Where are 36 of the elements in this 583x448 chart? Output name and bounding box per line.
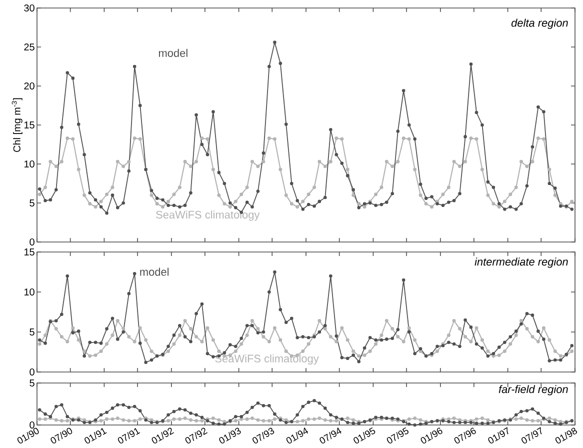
y-tick-label: 5: [30, 200, 34, 206]
x-tick-label: 01/90: [17, 428, 39, 444]
y-tick-label: 25: [24, 43, 34, 51]
y-tick-label: 0: [30, 368, 34, 376]
chart-title: intermediate region: [474, 258, 568, 268]
x-tick-label: 07/95: [386, 427, 408, 444]
y-tick-label: 5: [30, 380, 34, 386]
x-tick-label: 01/91: [84, 428, 107, 444]
y-tick-label: 5: [30, 328, 34, 336]
x-tick-label: 07/96: [454, 428, 476, 444]
x-tick-label: 07/92: [185, 428, 208, 444]
x-tick-label: 01/93: [219, 428, 241, 444]
y-tick-label: 30: [24, 4, 34, 12]
y-tick-label: 15: [24, 248, 34, 256]
x-tick-label: 01/96: [420, 428, 442, 444]
x-tick-label: 01/94: [286, 428, 308, 444]
x-tick-label: 07/93: [252, 428, 274, 444]
y-tick-label: 10: [24, 288, 34, 296]
chart-title: far-field region: [498, 385, 568, 396]
text: model: [158, 48, 188, 57]
legend-label: model: [140, 268, 169, 276]
x-tick-label: 01/95: [354, 427, 376, 444]
y-tick-label: 15: [24, 122, 34, 128]
x-tick-label: 07/94: [320, 428, 342, 444]
y-tick-label: 0: [30, 238, 34, 246]
text: delta region: [511, 18, 568, 29]
series-label: SeaWiFS climatology: [156, 210, 260, 221]
y-axis-title: Chl [mg m$^{-3}$]: [12, 98, 22, 152]
x-tick-label: 01/92: [152, 428, 174, 444]
y-tick-label: 0: [30, 421, 34, 429]
series-label: SeaWiFS climatology: [215, 354, 319, 365]
x-tick-label: 01/98: [555, 428, 578, 444]
x-tick-label: 07/90: [50, 428, 72, 444]
x-tick-label: 07/91: [118, 428, 140, 444]
y-tick-label: 20: [24, 82, 34, 90]
y-tick-label: 10: [24, 160, 34, 168]
